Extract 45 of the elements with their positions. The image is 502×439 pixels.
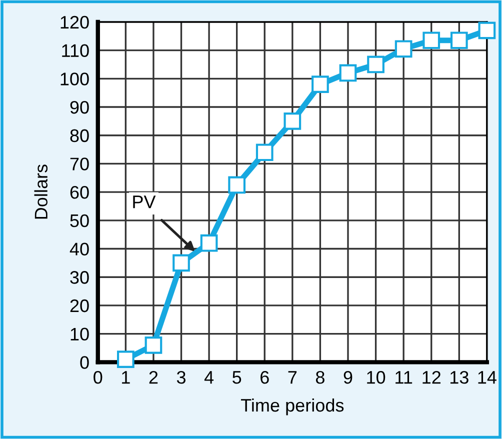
y-axis-title: Dollars [34,164,48,219]
point [478,22,496,40]
y-tick-label: 50 [70,214,89,228]
point [116,350,134,368]
y-tick-label: 60 [70,186,89,199]
point [172,254,190,272]
point [312,76,329,94]
x-tick-label: 9 [344,370,352,384]
y-tick-label: 120 [60,16,89,29]
point [228,176,246,194]
y-tick-label: 30 [70,271,89,284]
point [422,32,440,50]
point [256,144,274,162]
x-tick-label: 0 [94,370,102,384]
y-tick-label: 80 [70,129,89,142]
x-tick-label: 2 [149,370,158,384]
y-tick-label: 70 [70,158,89,170]
annotation: PV [133,196,156,208]
x-tick-label: 5 [232,371,242,384]
y-tick-label: 100 [60,72,89,86]
point [450,32,468,50]
x-tick-label: 12 [422,370,440,384]
y-tick-label: 110 [62,44,89,58]
y-tick-label: 0 [80,356,89,369]
x-tick-label: 1 [122,371,130,384]
x-tick-label: 11 [396,371,412,384]
point [200,234,218,252]
point [367,56,384,74]
point [144,336,162,354]
x-tick-label: 4 [204,371,214,384]
x-tick-label: 3 [176,370,186,384]
y-tick-label: 90 [70,100,89,114]
y-tick-label: 40 [70,242,89,256]
point [284,112,302,130]
x-tick-label: 8 [316,370,324,384]
x-axis-title: Time periods [240,398,344,416]
x-tick-label: 6 [260,370,269,384]
point [339,64,357,82]
point [394,40,412,58]
y-tick-label: 10 [70,328,89,341]
x-tick-label: 14 [478,371,496,384]
x-tick-label: 13 [450,370,468,384]
x-tick-label: 10 [367,370,386,384]
x-tick-label: 7 [288,371,297,384]
y-tick-label: 20 [70,299,89,312]
